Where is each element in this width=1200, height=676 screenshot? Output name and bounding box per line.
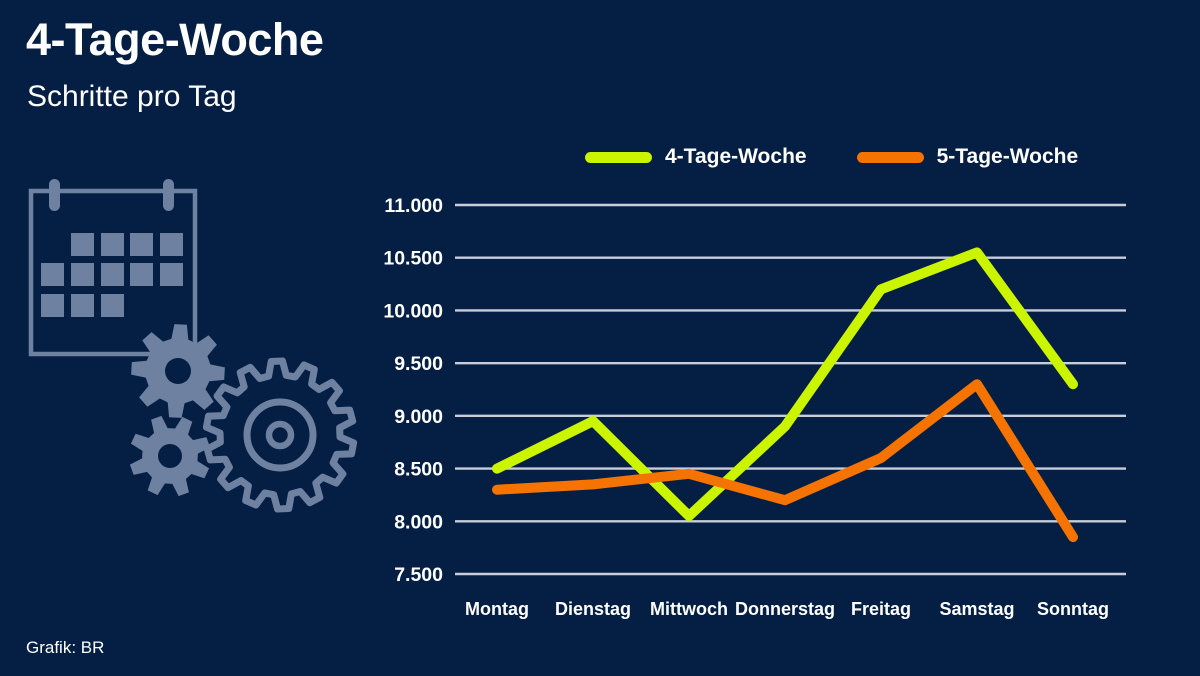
x-tick-label: Samstag xyxy=(939,599,1014,619)
steps-line-chart-svg: 11.000 10.500 10.000 9.500 9.000 8.500 8.000 7.… xyxy=(383,195,1126,619)
calendar-day-square xyxy=(101,294,124,317)
calendar-day-square xyxy=(41,263,64,286)
gear-large-inner-ring xyxy=(243,398,317,472)
gear-small-top-icon xyxy=(131,324,225,418)
calendar-pin xyxy=(49,179,60,211)
calendar-pin xyxy=(163,179,174,211)
x-tick-label: Dienstag xyxy=(555,599,631,619)
calendar-gears-icon xyxy=(10,168,370,530)
y-tick-label: 10.000 xyxy=(383,300,443,322)
legend-swatch-orange xyxy=(856,151,924,163)
x-tick-label: Mittwoch xyxy=(650,599,728,619)
calendar-gears-icon-svg xyxy=(28,179,358,513)
y-tick-label: 9.000 xyxy=(394,406,443,428)
y-tick-label: 11.000 xyxy=(384,195,443,217)
legend-label-5-tage-woche: 5-Tage-Woche xyxy=(936,145,1079,168)
y-tick-label: 8.000 xyxy=(394,511,443,533)
y-tick-label: 10.500 xyxy=(383,248,443,270)
page-title: 4-Tage-Woche xyxy=(26,14,324,65)
y-tick-label: 7.500 xyxy=(394,564,443,586)
calendar-day-square xyxy=(71,294,94,317)
series-line-4-tage-woche xyxy=(492,247,1078,521)
steps-line-chart: 11.000 10.500 10.000 9.500 9.000 8.500 8.000 7.… xyxy=(380,185,1170,638)
calendar-day-square xyxy=(160,233,183,256)
legend-label-4-tage-woche: 4-Tage-Woche xyxy=(665,145,807,168)
series-line-5-tage-woche xyxy=(492,379,1078,543)
x-tick-label: Sonntag xyxy=(1037,599,1109,619)
calendar-day-square xyxy=(71,233,94,256)
gear-large-hub xyxy=(265,420,295,450)
calendar-frame xyxy=(28,188,198,357)
legend-swatch-green xyxy=(585,151,652,163)
gear-large-outline-icon xyxy=(202,357,358,513)
calendar-day-square xyxy=(160,263,183,286)
y-tick-label: 9.500 xyxy=(394,353,443,375)
x-tick-label: Donnerstag xyxy=(735,599,835,619)
legend-item-4-tage-woche: 4-Tage-Woche xyxy=(585,145,807,169)
calendar-day-square xyxy=(101,233,124,256)
y-tick-label: 8.500 xyxy=(394,459,443,481)
credit: Grafik: BR xyxy=(26,638,105,657)
gear-small-bottom-icon xyxy=(129,415,211,497)
chart-legend: 4-Tage-Woche 5-Tage-Woche xyxy=(585,145,1078,169)
calendar-day-square xyxy=(71,263,94,286)
page-subtitle: Schritte pro Tag xyxy=(27,80,237,113)
calendar-day-square xyxy=(101,263,124,286)
x-tick-label: Freitag xyxy=(851,599,911,619)
x-tick-label: Montag xyxy=(465,599,529,619)
calendar-day-square xyxy=(130,233,153,256)
calendar-day-square xyxy=(41,294,64,317)
legend-item-5-tage-woche: 5-Tage-Woche xyxy=(856,145,1079,169)
calendar-day-square xyxy=(130,263,153,286)
